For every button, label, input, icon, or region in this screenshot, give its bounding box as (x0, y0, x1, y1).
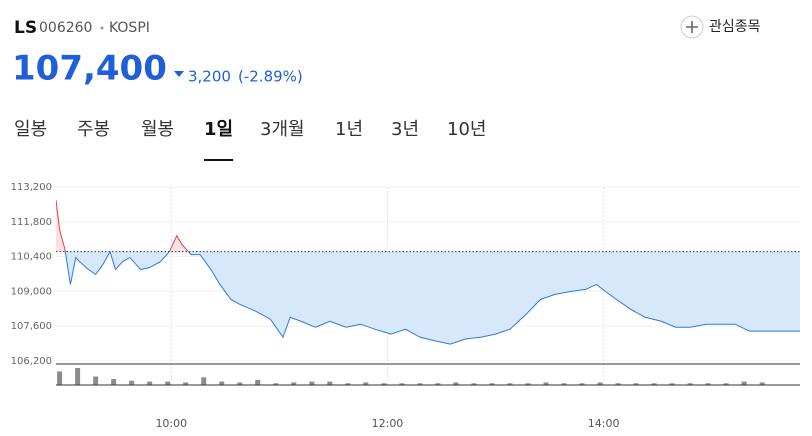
down-arrow (174, 71, 184, 77)
tab[interactable]: 3년 (391, 119, 419, 140)
volume-bar (705, 383, 711, 385)
volume-bar (75, 368, 81, 385)
market: KOSPI (109, 20, 150, 36)
price-line-down (64, 251, 800, 345)
volume-bar (759, 382, 765, 385)
volume-bar (741, 381, 747, 385)
watch-label: 관심종목 (709, 19, 761, 35)
watch-button[interactable]: 관심종목 (680, 15, 761, 39)
volume-bar (435, 383, 441, 385)
tab[interactable]: 주봉 (77, 119, 110, 140)
volume-bar (363, 382, 369, 385)
y-tick-label: 109,000 (11, 286, 52, 297)
volume-bar (507, 383, 513, 385)
volume-bar (489, 383, 495, 385)
x-tick-label: 14:00 (588, 417, 620, 430)
volume-bar (669, 383, 675, 385)
area-fill-up (56, 199, 189, 252)
tab[interactable]: 1년 (335, 119, 363, 140)
volume-bar (309, 381, 315, 385)
volume-bar (165, 381, 171, 385)
volume-bar (399, 383, 405, 385)
tab[interactable]: 10년 (447, 119, 486, 140)
x-tick-label: 10:00 (155, 417, 187, 430)
volume-bar (255, 379, 261, 385)
price: 107,400 (12, 49, 167, 89)
tab[interactable]: 1일 (204, 119, 233, 140)
volume-bar (723, 383, 729, 385)
volume-bar (147, 381, 153, 385)
volume-bar (561, 383, 567, 385)
volume-bar (525, 383, 531, 385)
volume-bar (57, 371, 63, 385)
chart: 106,200 107,600 109,000 110,400 111,800 113,2… (11, 182, 800, 430)
volume-bar (183, 382, 189, 385)
tabs: 일봉 주봉 월봉 1일 3개월 1년 3년 10년 (14, 119, 486, 161)
volume-bar (129, 380, 135, 385)
volume-bar (687, 383, 693, 385)
volume-bar (111, 379, 117, 385)
y-tick-label: 110,400 (11, 252, 52, 263)
volume-bar (633, 383, 639, 385)
volume-bar (471, 383, 477, 385)
volume-bar (219, 381, 225, 385)
y-tick-label: 111,800 (11, 217, 52, 228)
tab[interactable]: 3개월 (260, 119, 305, 140)
volume-bar (453, 382, 459, 385)
change-pct: (-2.89%) (238, 68, 303, 86)
volume-bar (597, 382, 603, 385)
separator (100, 26, 104, 30)
plus (686, 21, 698, 33)
area-fill-down (56, 251, 800, 345)
y-tick-label: 107,600 (11, 321, 52, 332)
y-tick-label: 106,200 (11, 356, 52, 367)
volume-bar (237, 382, 243, 385)
volume-bar (579, 383, 585, 385)
tab[interactable]: 일봉 (14, 119, 47, 140)
y-tick-label: 113,200 (11, 182, 52, 193)
stock-name: LS (14, 18, 37, 38)
volume-bar (327, 381, 333, 385)
volume-bar (543, 382, 549, 385)
volume-bar (417, 383, 423, 385)
tab-underline (204, 159, 234, 161)
stock-code: 006260 (39, 20, 92, 36)
volume-bar (651, 383, 657, 385)
volume-bar (201, 377, 207, 385)
volume-bar (273, 383, 279, 385)
tab[interactable]: 월봉 (141, 119, 174, 140)
volume-bar (615, 383, 621, 385)
volume-bar (345, 383, 351, 385)
change: 3,200 (188, 68, 231, 86)
volume-bar (381, 383, 387, 385)
x-tick-label: 12:00 (372, 417, 404, 430)
volume-bar (93, 376, 99, 385)
volume-bar (291, 382, 297, 385)
